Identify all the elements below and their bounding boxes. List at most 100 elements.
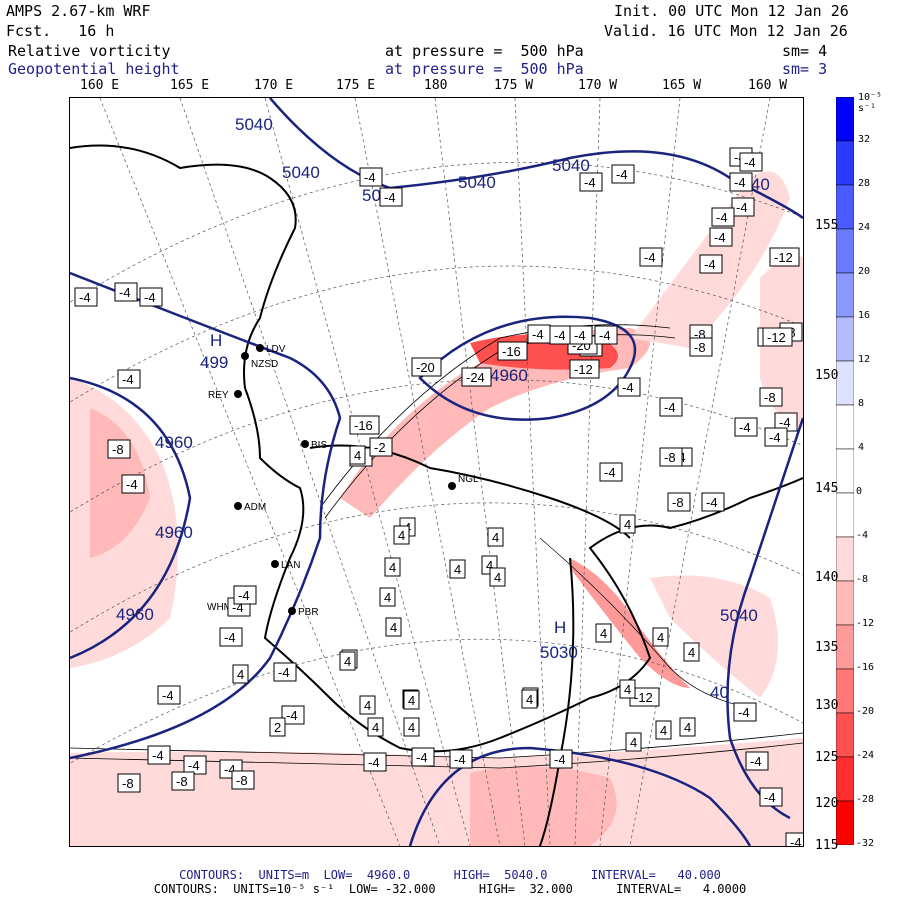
vorticity-label: 4 xyxy=(492,530,499,545)
vorticity-label: -4 xyxy=(152,748,164,763)
vorticity-label-box xyxy=(349,415,380,435)
vorticity-label-box xyxy=(117,773,141,793)
colorbar-swatch xyxy=(836,228,854,274)
colorbar-tick: 24 xyxy=(858,222,871,233)
colorbar-tick: 20 xyxy=(858,266,871,277)
station-dot xyxy=(256,344,264,352)
vorticity-shading xyxy=(70,171,803,846)
vorticity-region xyxy=(470,766,617,846)
vorticity-label: -4 xyxy=(769,430,781,445)
vorticity-label-box xyxy=(171,771,195,791)
vorticity-label: -16 xyxy=(502,344,521,359)
vorticity-label-box xyxy=(139,287,163,307)
vorticity-label-box xyxy=(679,717,696,737)
vorticity-label-box xyxy=(734,417,758,437)
field1-smoothing: sm= 4 xyxy=(782,42,828,60)
vorticity-label: -4 xyxy=(554,328,566,343)
height-label: 4960 xyxy=(116,605,154,624)
model-title: AMPS 2.67-km WRF xyxy=(6,2,151,20)
vorticity-label-box xyxy=(411,357,442,377)
vorticity-label: -4 xyxy=(122,372,134,387)
colorbar-tick: -32 xyxy=(856,838,875,849)
colorbar-tick: 8 xyxy=(858,398,865,409)
vorticity-label-box xyxy=(74,287,98,307)
vorticity-label-box xyxy=(273,662,297,682)
colorbar-swatch xyxy=(836,492,854,538)
vorticity-label-box xyxy=(233,585,257,605)
vorticity-label: -12 xyxy=(634,690,653,705)
vorticity-label: 4 xyxy=(389,560,396,575)
vorticity-label: 4 xyxy=(684,720,691,735)
vorticity-label-box xyxy=(363,752,387,772)
vorticity-label: -4 xyxy=(144,290,156,305)
vorticity-label-box xyxy=(699,254,723,274)
lon-label: 175 E xyxy=(336,78,376,93)
vorticity-label-box xyxy=(733,702,757,722)
vorticity-label-box xyxy=(683,642,700,662)
vorticity-label-box xyxy=(652,627,669,647)
height-label: 5040 xyxy=(282,163,320,182)
vorticity-label: 4 xyxy=(384,590,391,605)
lat-label: 140 xyxy=(815,570,839,585)
field2-name: Geopotential height xyxy=(8,60,180,78)
vorticity-label-box xyxy=(449,749,473,769)
vorticity-label-box xyxy=(369,437,393,457)
colorbar-tick: -16 xyxy=(856,662,875,673)
station-dot xyxy=(234,502,242,510)
station-dot xyxy=(301,440,309,448)
vorticity-label: -4 xyxy=(224,762,236,777)
station-label: PBR xyxy=(298,607,319,618)
field2-smoothing: sm= 3 xyxy=(782,60,828,78)
colorbar-swatch xyxy=(836,756,854,802)
colorbar-swatch xyxy=(836,316,854,362)
vorticity-label-box xyxy=(521,689,538,709)
vorticity-label: -4 xyxy=(162,688,174,703)
vorticity-labels: -4-4-4-4-4-4-4-4-4-4-4-4-4-4-4-8-8-8-8-8… xyxy=(74,147,803,846)
station-label: LDV xyxy=(266,344,286,355)
colorbar-tick: -24 xyxy=(856,750,875,761)
vorticity-label-box xyxy=(384,557,401,577)
vorticity-region xyxy=(570,558,690,688)
colorbar-swatch xyxy=(836,360,854,406)
vorticity-label-box xyxy=(689,337,713,357)
lat-label: 120 xyxy=(815,796,839,811)
lon-label: 165 W xyxy=(662,78,702,93)
forecast-hour: Fcst. 16 h xyxy=(6,22,115,40)
vorticity-label-box xyxy=(745,751,769,771)
vorticity-label-box xyxy=(701,492,725,512)
vorticity-label-box xyxy=(157,685,181,705)
colorbar-swatch xyxy=(836,580,854,626)
height-label: 4960 xyxy=(490,366,528,385)
vorticity-label: -4 xyxy=(704,257,716,272)
height-label: 5030 xyxy=(540,643,578,662)
height-label: 5040 xyxy=(552,156,590,175)
vorticity-label: -4 xyxy=(574,328,586,343)
vorticity-label-box xyxy=(731,197,755,217)
vorticity-label: 4 xyxy=(688,645,695,660)
vorticity-label-box xyxy=(595,623,612,643)
vorticity-label-box xyxy=(659,447,683,467)
vorticity-label-box xyxy=(549,749,573,769)
vorticity-label-box xyxy=(625,732,642,752)
colorbar-tick: 12 xyxy=(858,354,871,365)
vorticity-label: -4 xyxy=(224,630,236,645)
vorticity-label: -8 xyxy=(664,450,676,465)
vorticity-label-box xyxy=(594,325,618,345)
vorticity-label: -4 xyxy=(126,477,138,492)
vorticity-label-box xyxy=(339,651,356,671)
lon-label: 170 E xyxy=(254,78,294,93)
vorticity-label-box xyxy=(667,492,691,512)
lat-label: 125 xyxy=(815,750,839,765)
height-label: 5040 xyxy=(720,606,758,625)
vorticity-label: -16 xyxy=(354,418,373,433)
colorbar-swatch xyxy=(836,404,854,450)
vorticity-label: 4 xyxy=(660,723,667,738)
colorbar-tick: -12 xyxy=(856,618,875,629)
vorticity-label: 4 xyxy=(624,517,631,532)
colorbar-swatch xyxy=(836,184,854,230)
vorticity-label-box xyxy=(619,514,636,534)
colorbar-swatch xyxy=(836,712,854,758)
vorticity-label: 4 xyxy=(408,693,415,708)
vorticity-label: -4 xyxy=(734,175,746,190)
lat-label: 130 xyxy=(815,698,839,713)
